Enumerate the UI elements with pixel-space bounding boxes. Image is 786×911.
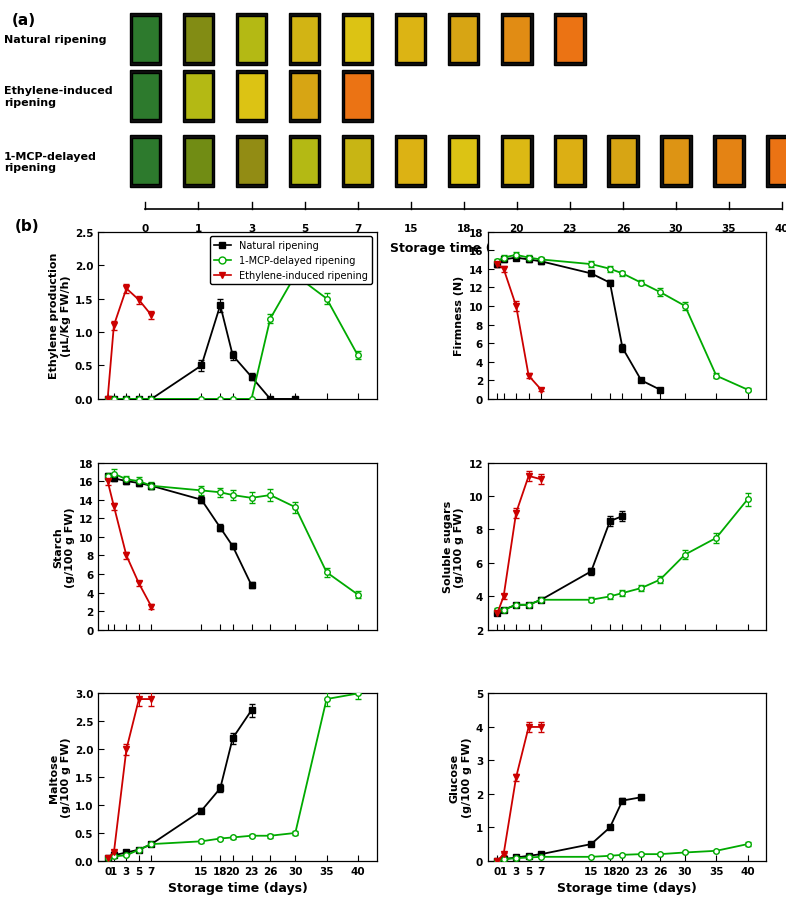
Text: 1-MCP-delayed
ripening: 1-MCP-delayed ripening bbox=[4, 151, 97, 173]
Text: 20: 20 bbox=[509, 223, 524, 233]
FancyBboxPatch shape bbox=[182, 71, 214, 123]
FancyBboxPatch shape bbox=[716, 139, 742, 185]
Text: 15: 15 bbox=[403, 223, 418, 233]
FancyBboxPatch shape bbox=[292, 16, 318, 63]
Text: 23: 23 bbox=[563, 223, 577, 233]
Y-axis label: Glucose
(g/100 g FW): Glucose (g/100 g FW) bbox=[450, 737, 472, 817]
FancyBboxPatch shape bbox=[185, 139, 211, 185]
Text: 7: 7 bbox=[354, 223, 362, 233]
FancyBboxPatch shape bbox=[236, 71, 267, 123]
FancyBboxPatch shape bbox=[130, 137, 161, 188]
FancyBboxPatch shape bbox=[289, 71, 321, 123]
FancyBboxPatch shape bbox=[501, 137, 533, 188]
Y-axis label: Starch
(g/100 g FW): Starch (g/100 g FW) bbox=[53, 507, 75, 587]
FancyBboxPatch shape bbox=[663, 139, 689, 185]
Text: Ethylene-induced
ripening: Ethylene-induced ripening bbox=[4, 87, 112, 107]
Text: 18: 18 bbox=[457, 223, 471, 233]
FancyBboxPatch shape bbox=[292, 139, 318, 185]
Y-axis label: Firmness (N): Firmness (N) bbox=[454, 276, 465, 356]
FancyBboxPatch shape bbox=[344, 74, 371, 120]
Text: 3: 3 bbox=[248, 223, 255, 233]
X-axis label: Storage time (days): Storage time (days) bbox=[167, 881, 307, 895]
FancyBboxPatch shape bbox=[504, 16, 531, 63]
FancyBboxPatch shape bbox=[344, 139, 371, 185]
FancyBboxPatch shape bbox=[182, 137, 214, 188]
FancyBboxPatch shape bbox=[556, 139, 583, 185]
Text: (b): (b) bbox=[15, 219, 39, 234]
FancyBboxPatch shape bbox=[556, 16, 583, 63]
FancyBboxPatch shape bbox=[130, 71, 161, 123]
FancyBboxPatch shape bbox=[450, 16, 477, 63]
Text: 1: 1 bbox=[195, 223, 202, 233]
FancyBboxPatch shape bbox=[289, 14, 321, 66]
Y-axis label: Ethylene production
(μL/Kg FW/h): Ethylene production (μL/Kg FW/h) bbox=[49, 252, 71, 379]
FancyBboxPatch shape bbox=[398, 139, 424, 185]
Text: Natural ripening: Natural ripening bbox=[4, 35, 106, 45]
FancyBboxPatch shape bbox=[238, 74, 265, 120]
FancyBboxPatch shape bbox=[766, 137, 786, 188]
FancyBboxPatch shape bbox=[554, 137, 586, 188]
FancyBboxPatch shape bbox=[660, 137, 692, 188]
FancyBboxPatch shape bbox=[501, 14, 533, 66]
FancyBboxPatch shape bbox=[554, 14, 586, 66]
FancyBboxPatch shape bbox=[238, 16, 265, 63]
Text: 5: 5 bbox=[301, 223, 308, 233]
Text: 30: 30 bbox=[669, 223, 683, 233]
Legend: Natural ripening, 1-MCP-delayed ripening, Ethylene-induced ripening: Natural ripening, 1-MCP-delayed ripening… bbox=[210, 237, 372, 284]
FancyBboxPatch shape bbox=[610, 139, 637, 185]
FancyBboxPatch shape bbox=[236, 137, 267, 188]
Y-axis label: Soluble sugars
(g/100 g FW): Soluble sugars (g/100 g FW) bbox=[443, 500, 465, 593]
FancyBboxPatch shape bbox=[182, 14, 214, 66]
X-axis label: Storage time (days): Storage time (days) bbox=[557, 881, 697, 895]
Text: 35: 35 bbox=[722, 223, 736, 233]
FancyBboxPatch shape bbox=[342, 137, 373, 188]
Text: (a): (a) bbox=[12, 13, 36, 28]
FancyBboxPatch shape bbox=[398, 16, 424, 63]
FancyBboxPatch shape bbox=[344, 16, 371, 63]
FancyBboxPatch shape bbox=[132, 139, 159, 185]
FancyBboxPatch shape bbox=[769, 139, 786, 185]
Text: Storage time (days): Storage time (days) bbox=[390, 242, 530, 255]
FancyBboxPatch shape bbox=[342, 14, 373, 66]
Text: 40: 40 bbox=[775, 223, 786, 233]
FancyBboxPatch shape bbox=[132, 16, 159, 63]
FancyBboxPatch shape bbox=[238, 139, 265, 185]
FancyBboxPatch shape bbox=[448, 14, 479, 66]
FancyBboxPatch shape bbox=[504, 139, 531, 185]
FancyBboxPatch shape bbox=[185, 74, 211, 120]
FancyBboxPatch shape bbox=[607, 137, 639, 188]
FancyBboxPatch shape bbox=[714, 137, 745, 188]
FancyBboxPatch shape bbox=[395, 137, 427, 188]
Text: 26: 26 bbox=[615, 223, 630, 233]
FancyBboxPatch shape bbox=[342, 71, 373, 123]
FancyBboxPatch shape bbox=[236, 14, 267, 66]
FancyBboxPatch shape bbox=[289, 137, 321, 188]
Text: 0: 0 bbox=[141, 223, 149, 233]
FancyBboxPatch shape bbox=[448, 137, 479, 188]
FancyBboxPatch shape bbox=[130, 14, 161, 66]
FancyBboxPatch shape bbox=[450, 139, 477, 185]
Y-axis label: Maltose
(g/100 g FW): Maltose (g/100 g FW) bbox=[49, 737, 71, 817]
FancyBboxPatch shape bbox=[395, 14, 427, 66]
FancyBboxPatch shape bbox=[132, 74, 159, 120]
FancyBboxPatch shape bbox=[185, 16, 211, 63]
FancyBboxPatch shape bbox=[292, 74, 318, 120]
